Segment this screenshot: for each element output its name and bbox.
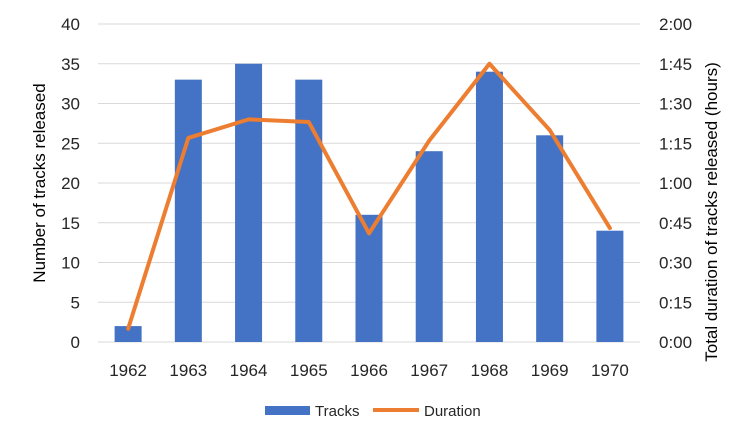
bar-series-tracks (114, 63, 624, 343)
y-tick-label-right: 0:15 (659, 293, 692, 312)
x-tick-label: 1963 (169, 361, 207, 380)
y-tick-label-left: 25 (61, 134, 80, 153)
bar-1963 (174, 79, 202, 343)
legend-label-duration: Duration (424, 403, 481, 420)
bar-1962 (114, 326, 142, 342)
bar-1969 (536, 135, 564, 342)
y-tick-label-right: 0:45 (659, 214, 692, 233)
y-tick-label-left: 35 (61, 55, 80, 74)
x-axis-tick-labels: 1962 1963 1964 1965 1966 1967 1968 1969 1970 (109, 361, 629, 380)
y-tick-label-right: 0:30 (659, 254, 692, 273)
y-tick-label-left: 5 (71, 293, 80, 312)
x-tick-label: 1967 (410, 361, 448, 380)
legend-swatch-tracks (265, 406, 310, 415)
y-tick-label-left: 40 (61, 15, 80, 34)
x-tick-label: 1966 (350, 361, 388, 380)
x-tick-label: 1962 (109, 361, 147, 380)
bar-1965 (295, 79, 323, 343)
x-tick-label: 1969 (531, 361, 569, 380)
bar-1964 (235, 63, 263, 342)
y-axis-title-left: Number of tracks released (30, 83, 49, 282)
legend-label-tracks: Tracks (315, 403, 359, 420)
bar-1966 (355, 214, 383, 342)
x-tick-label: 1970 (591, 361, 629, 380)
bar-1970 (596, 230, 624, 342)
duration-line (126, 61, 612, 331)
y-tick-label-left: 0 (71, 333, 80, 352)
y-tick-label-left: 10 (61, 254, 80, 273)
y-tick-label-right: 1:30 (659, 95, 692, 114)
legend: Tracks Duration (265, 403, 481, 420)
right-axis-tick-labels: 0:00 0:15 0:30 0:45 1:00 1:15 1:30 1:45 2:00 (659, 15, 692, 352)
bar-1967 (415, 151, 443, 342)
x-tick-label: 1965 (290, 361, 328, 380)
y-tick-label-right: 2:00 (659, 15, 692, 34)
x-tick-label: 1964 (230, 361, 268, 380)
y-tick-label-right: 1:45 (659, 55, 692, 74)
y-axis-title-right: Total duration of tracks released (hours… (702, 62, 721, 362)
y-tick-label-left: 30 (61, 95, 80, 114)
x-tick-label: 1968 (471, 361, 509, 380)
y-tick-label-right: 1:00 (659, 174, 692, 193)
y-tick-label-left: 15 (61, 214, 80, 233)
y-tick-label-left: 20 (61, 174, 80, 193)
y-tick-label-right: 1:15 (659, 134, 692, 153)
left-axis-tick-labels: 0 5 10 15 20 25 30 35 40 (61, 15, 80, 352)
bar-1968 (475, 71, 503, 342)
y-tick-label-right: 0:00 (659, 333, 692, 352)
line-series-duration (126, 61, 612, 331)
